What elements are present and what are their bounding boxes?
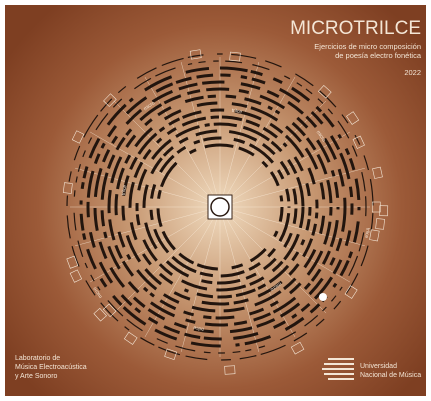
logo-stripe (328, 358, 354, 360)
dot (319, 293, 327, 301)
lab-text: y Arte Sonoro (15, 373, 58, 380)
lab-text: Laboratorio de (15, 355, 60, 362)
subtitle: Ejercicios de micro composición (314, 42, 421, 51)
logo-stripe (324, 363, 354, 365)
center-circle (211, 198, 229, 216)
title: MICROTRILCE (290, 18, 421, 39)
album-cover: trilcemicrotrilcemicrotrilcemicrotrilcem… (0, 0, 431, 401)
logo-stripe (324, 373, 354, 375)
university-text: Nacional de Música (360, 372, 421, 379)
subtitle: de poesía electro fonética (335, 51, 422, 60)
lab-text: Música Electroacústica (15, 364, 87, 371)
logo-stripe (322, 368, 354, 370)
logo-stripe (328, 378, 354, 380)
year: 2022 (404, 68, 421, 77)
university-text: Universidad (360, 363, 397, 370)
